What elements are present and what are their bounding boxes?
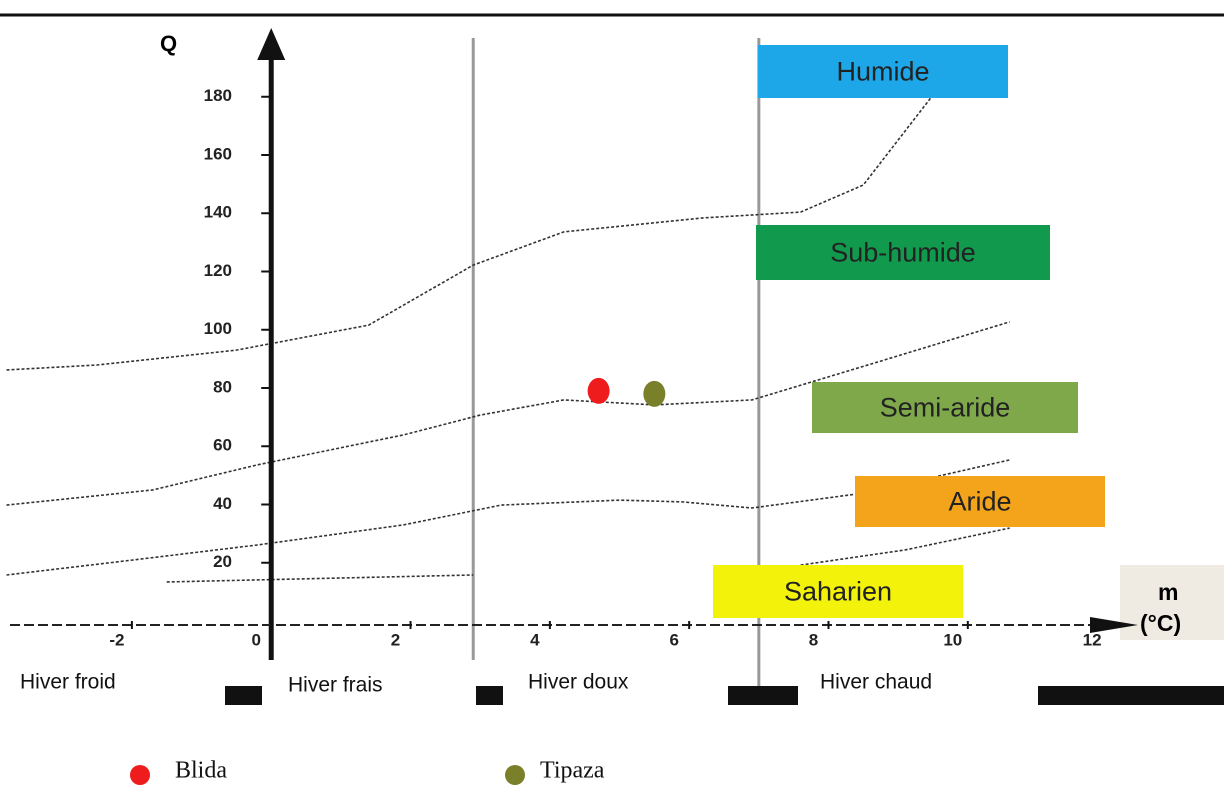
x-axis-label: m: [1158, 579, 1178, 605]
zone-box: [855, 476, 1105, 527]
x-tick-label: 6: [669, 630, 678, 649]
winter-divider: [225, 686, 262, 705]
y-axis-arrow: [257, 28, 286, 60]
x-tick-label: -2: [109, 630, 124, 649]
boundary-line: [166, 574, 474, 583]
x-axis-unit: (°C): [1140, 610, 1181, 636]
zone-label: Humide: [836, 57, 929, 87]
y-tick-label: 140: [204, 203, 232, 222]
zone-box: [713, 565, 963, 618]
x-axis-arrow: [1090, 617, 1138, 633]
zone-label: Saharien: [784, 577, 892, 607]
zone-label: Aride: [948, 487, 1011, 517]
data-point: [587, 377, 610, 404]
winter-box: [265, 660, 475, 705]
zone-box: [758, 45, 1008, 98]
x-tick-label: 8: [809, 630, 818, 649]
boundary-line: [800, 527, 1010, 566]
y-tick-label: 100: [204, 319, 232, 338]
winter-divider: [728, 686, 798, 705]
unit-box: [1120, 565, 1224, 640]
y-tick-label: 20: [213, 552, 232, 571]
zone-label: Sub-humide: [830, 238, 976, 268]
winter-divider: [476, 686, 503, 705]
data-point: [643, 380, 666, 407]
legend-marker: [130, 765, 150, 785]
boundary-line: [6, 321, 1010, 506]
zone-box: [812, 382, 1078, 433]
y-tick-label: 160: [204, 144, 232, 163]
y-tick-label: 180: [204, 86, 232, 105]
winter-label: Hiver frais: [288, 674, 383, 697]
y-axis-label: Q: [160, 31, 177, 56]
winter-divider: [1038, 686, 1224, 705]
x-tick-label: 10: [943, 630, 962, 649]
x-tick-label: 2: [391, 630, 400, 649]
x-tick-label: 0: [251, 630, 260, 649]
legend-label: Tipaza: [540, 758, 605, 784]
x-tick-label: 4: [530, 630, 540, 649]
legend-marker: [505, 765, 525, 785]
x-tick-label: 12: [1083, 630, 1102, 649]
zone-label: Semi-aride: [880, 393, 1011, 423]
boundary-line: [6, 94, 934, 371]
zone-box: [756, 225, 1050, 280]
winter-label: Hiver doux: [528, 671, 629, 694]
y-tick-label: 80: [213, 377, 232, 396]
y-tick-label: 40: [213, 494, 232, 513]
y-tick-label: 60: [213, 436, 232, 455]
winter-label: Hiver froid: [20, 671, 116, 694]
winter-label: Hiver chaud: [820, 671, 932, 694]
legend-label: Blida: [175, 758, 227, 784]
boundary-line: [6, 459, 1010, 576]
y-tick-label: 120: [204, 261, 232, 280]
